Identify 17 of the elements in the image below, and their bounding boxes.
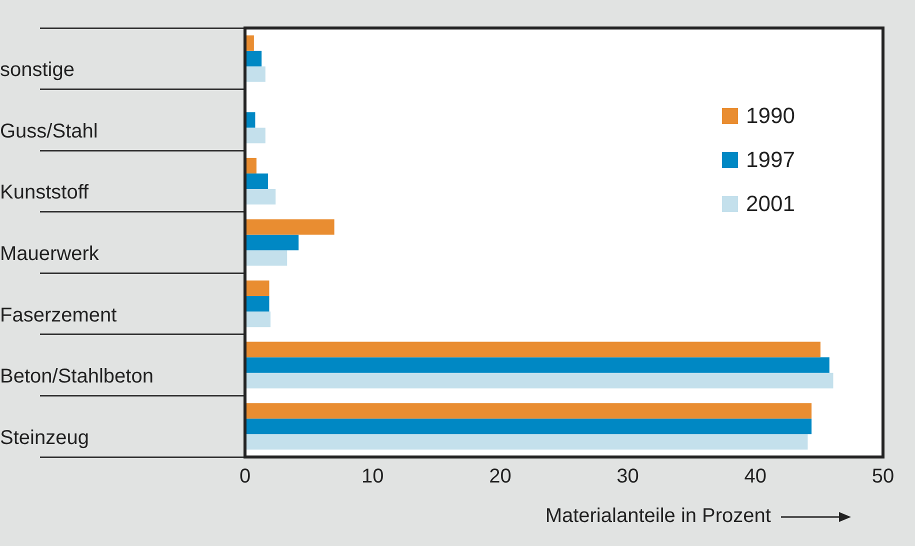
- x-tick-label: 50: [872, 466, 894, 488]
- y-tick-label: Beton/Stahlbeton: [0, 366, 154, 388]
- x-tick-label: 10: [361, 466, 384, 488]
- y-tick-label: Guss/Stahl: [0, 120, 98, 142]
- x-tick-label: 40: [744, 466, 767, 488]
- legend-label: 1990: [745, 102, 795, 130]
- x-tick-label: 20: [489, 466, 512, 488]
- y-tick-label: Mauerwerk: [0, 243, 100, 266]
- y-tick-label: sonstige: [0, 59, 74, 82]
- x-axis-title: Materialanteile in Prozent: [545, 505, 771, 528]
- x-tick-label: 30: [616, 466, 639, 488]
- y-tick-label: Steinzeug: [0, 426, 89, 449]
- legend-label: 2001: [745, 190, 795, 218]
- y-tick-label: Kunststoff: [0, 182, 90, 204]
- legend-label: 1997: [745, 146, 795, 174]
- y-tick-label: Faserzement: [0, 304, 118, 326]
- x-tick-label: 0: [239, 466, 251, 488]
